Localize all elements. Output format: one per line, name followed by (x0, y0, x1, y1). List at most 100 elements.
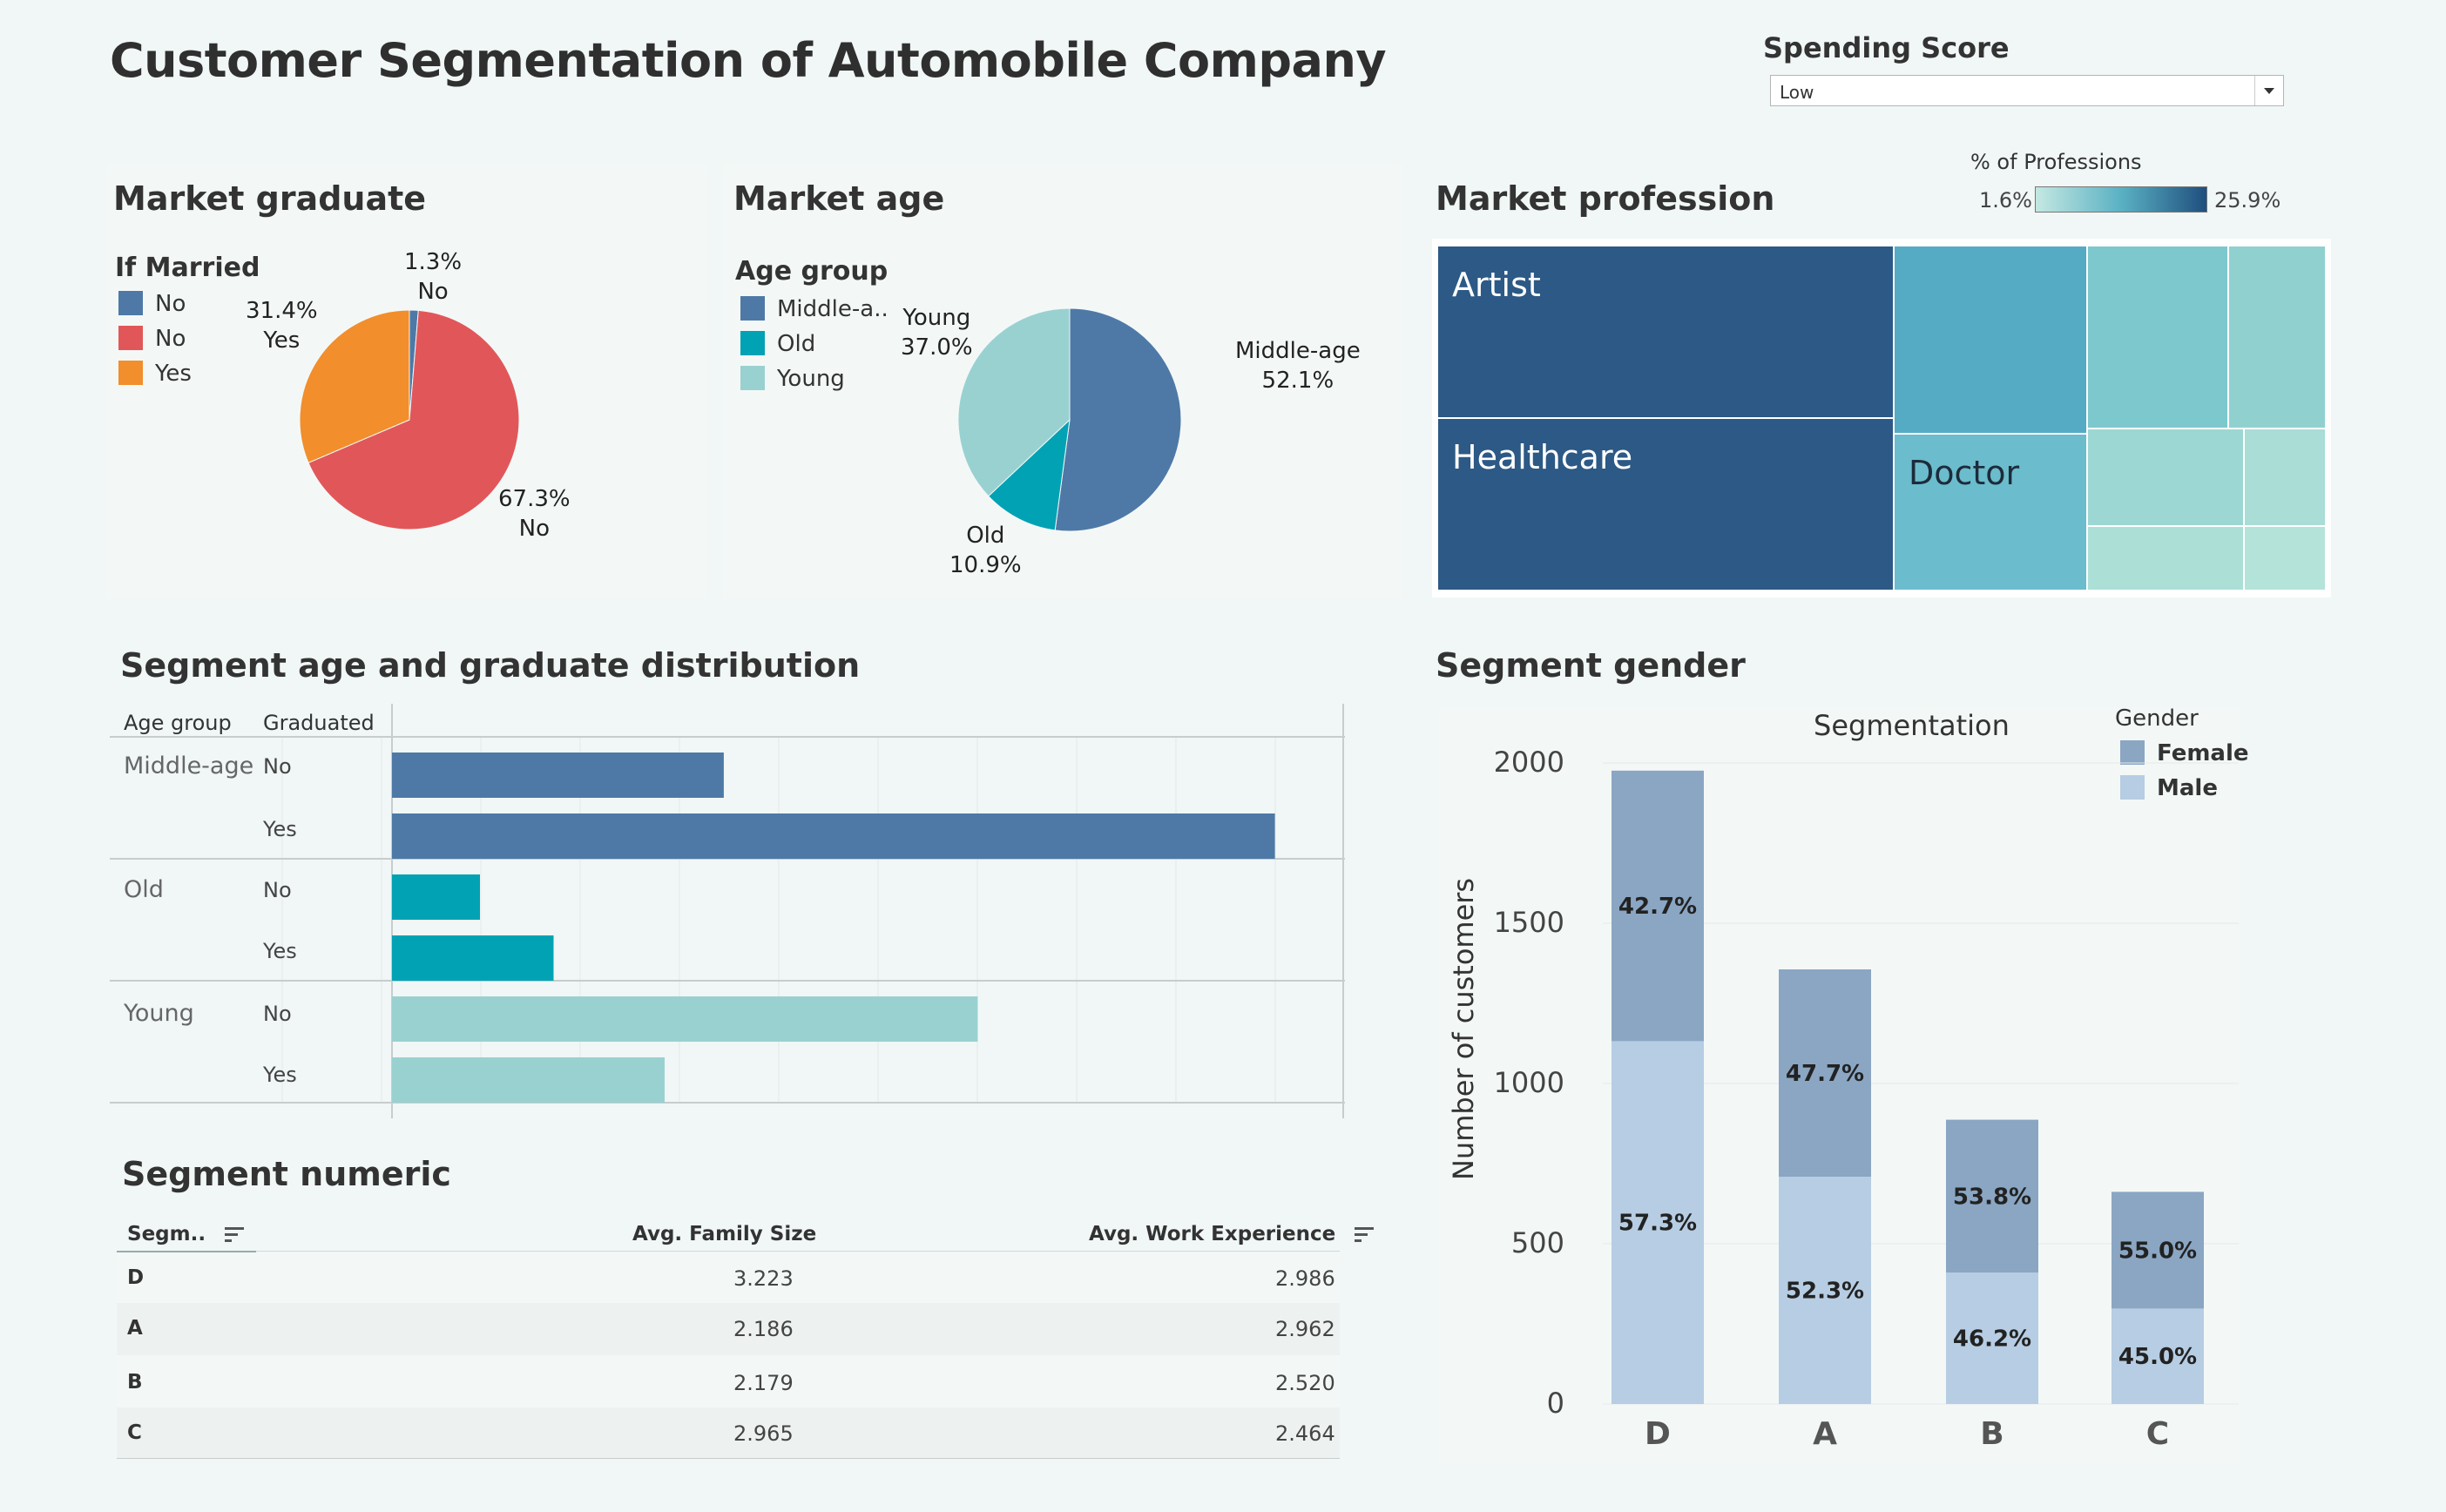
graduated-label: Yes (263, 1063, 297, 1087)
treemap-cell-6[interactable] (2228, 246, 2326, 429)
bar-percent-label: 46.2% (1953, 1326, 2031, 1353)
color-legend-max: 25.9% (2214, 188, 2281, 213)
bar-percent-label: 52.3% (1786, 1279, 1864, 1305)
bar-segment-b-female[interactable] (1946, 1119, 2038, 1273)
gender-legend-title: Gender (2115, 705, 2199, 732)
bar-old-no[interactable] (392, 874, 480, 920)
segment-numeric-header-line (117, 1251, 1340, 1252)
legend-item-old[interactable]: Old (740, 331, 889, 366)
pie-slice-middle-age[interactable] (1054, 307, 1182, 532)
y-tick-label: 500 (1511, 1226, 1564, 1259)
treemap-cell-10[interactable] (2244, 526, 2326, 591)
pie-label-young: Young 37.0% (901, 305, 973, 361)
segment-age-graduate-bars (392, 753, 1275, 1103)
bar-segment-a-female[interactable] (1779, 969, 1871, 1178)
treemap-cell-artist[interactable]: Artist (1437, 246, 1894, 418)
spending-score-dropdown[interactable]: Low (1770, 75, 2284, 106)
treemap-cell-healthcare[interactable]: Healthcare (1437, 418, 1894, 591)
bar-middle-age-no[interactable] (392, 753, 724, 798)
legend-item-young[interactable]: Young (740, 366, 889, 401)
market-graduate-pie[interactable] (296, 307, 523, 533)
legend-item-male[interactable]: Male (2120, 775, 2218, 801)
treemap-cell-9[interactable] (2087, 526, 2244, 591)
bar-segment-d-male[interactable] (1612, 1041, 1704, 1404)
age-group-legend: Middle-a.. Old Young (740, 296, 889, 401)
x-category-label: D (1645, 1416, 1671, 1452)
legend-swatch (740, 331, 765, 355)
graduated-label: No (263, 1002, 292, 1026)
legend-swatch (118, 326, 143, 350)
pie-slice-young[interactable] (957, 307, 1071, 497)
color-legend-gradient (2035, 186, 2207, 213)
bar-segment-c-female[interactable] (2112, 1191, 2204, 1309)
if-married-legend-title: If Married (115, 253, 260, 283)
age-group-young: Young (124, 1000, 194, 1027)
bar-segment-b-male[interactable] (1946, 1272, 2038, 1404)
y-tick-label: 1500 (1494, 906, 1564, 939)
treemap-cell-doctor[interactable]: Doctor (1894, 434, 2087, 591)
pie-label-yes: 31.4% Yes (246, 298, 318, 354)
table-row[interactable]: D 3.223 2.986 (117, 1252, 1340, 1303)
treemap-cell-3[interactable] (1894, 246, 2087, 434)
segment-gender-title: Segment gender (1436, 646, 1746, 685)
pie-slice-no[interactable] (307, 309, 520, 530)
legend-swatch (740, 296, 765, 321)
column-header-segment[interactable]: Segm.. (127, 1223, 246, 1245)
treemap-cell-7[interactable] (2087, 429, 2244, 526)
column-header-avg-family-size[interactable]: Avg. Family Size (632, 1223, 817, 1245)
graduated-label: Yes (263, 817, 297, 841)
bar-young-yes[interactable] (392, 1057, 665, 1103)
spending-score-filter-label: Spending Score (1763, 31, 2010, 64)
legend-item-no-1[interactable]: No (118, 291, 192, 326)
market-age-title: Market age (733, 179, 945, 218)
table-row[interactable]: C 2.965 2.464 (117, 1407, 1340, 1458)
y-tick-label: 2000 (1494, 746, 1564, 779)
bar-percent-label: 55.0% (2118, 1238, 2197, 1264)
column-header-avg-work-experience[interactable]: Avg. Work Experience (1089, 1223, 1375, 1245)
treemap-cell-8[interactable] (2244, 429, 2326, 526)
segment-numeric-header-line-left (117, 1251, 256, 1252)
sort-icon[interactable] (225, 1225, 246, 1243)
market-age-pie[interactable] (955, 305, 1185, 535)
legend-swatch (2120, 740, 2145, 765)
legend-swatch (740, 366, 765, 390)
column-header-graduated[interactable]: Graduated (263, 711, 375, 735)
market-profession-title: Market profession (1436, 179, 1775, 218)
graduated-label: Yes (263, 939, 297, 963)
pie-slice-yes[interactable] (299, 309, 410, 463)
graduated-label: No (263, 878, 292, 902)
x-category-label: B (1980, 1416, 2003, 1452)
column-header-age-group[interactable]: Age group (124, 711, 232, 735)
chevron-down-icon[interactable] (2254, 76, 2283, 105)
market-profession-treemap: Artist Healthcare Doctor (1432, 239, 2331, 597)
bar-old-yes[interactable] (392, 935, 554, 981)
bar-percent-label: 57.3% (1618, 1211, 1697, 1237)
market-graduate-title: Market graduate (113, 179, 427, 218)
legend-swatch (2120, 775, 2145, 800)
pie-label-no: 67.3% No (498, 486, 571, 542)
bar-segment-c-male[interactable] (2112, 1308, 2204, 1404)
bar-segment-a-male[interactable] (1779, 1177, 1871, 1404)
graduated-label: No (263, 754, 292, 779)
x-category-label: A (1813, 1416, 1837, 1452)
legend-item-female[interactable]: Female (2120, 740, 2249, 766)
age-group-legend-title: Age group (735, 256, 889, 287)
segment-numeric-bottom-line (117, 1458, 1340, 1459)
treemap-label-artist: Artist (1452, 266, 1541, 304)
table-row[interactable]: A 2.186 2.962 (117, 1303, 1340, 1355)
table-row[interactable]: B 2.179 2.520 (117, 1355, 1340, 1407)
bar-percent-label: 42.7% (1618, 894, 1697, 920)
legend-item-no-2[interactable]: No (118, 326, 192, 361)
bar-segment-d-female[interactable] (1612, 770, 1704, 1042)
bar-middle-age-yes[interactable] (392, 813, 1275, 859)
legend-item-yes[interactable]: Yes (118, 361, 192, 395)
legend-swatch (118, 291, 143, 315)
spending-score-selected-value: Low (1780, 82, 1814, 103)
treemap-label-doctor: Doctor (1909, 454, 2020, 492)
treemap-cell-5[interactable] (2087, 246, 2228, 429)
legend-item-middle-age[interactable]: Middle-a.. (740, 296, 889, 331)
bar-young-no[interactable] (392, 996, 978, 1042)
sort-icon[interactable] (1355, 1225, 1375, 1243)
legend-swatch (118, 361, 143, 385)
pie-slice-old[interactable] (987, 418, 1071, 531)
